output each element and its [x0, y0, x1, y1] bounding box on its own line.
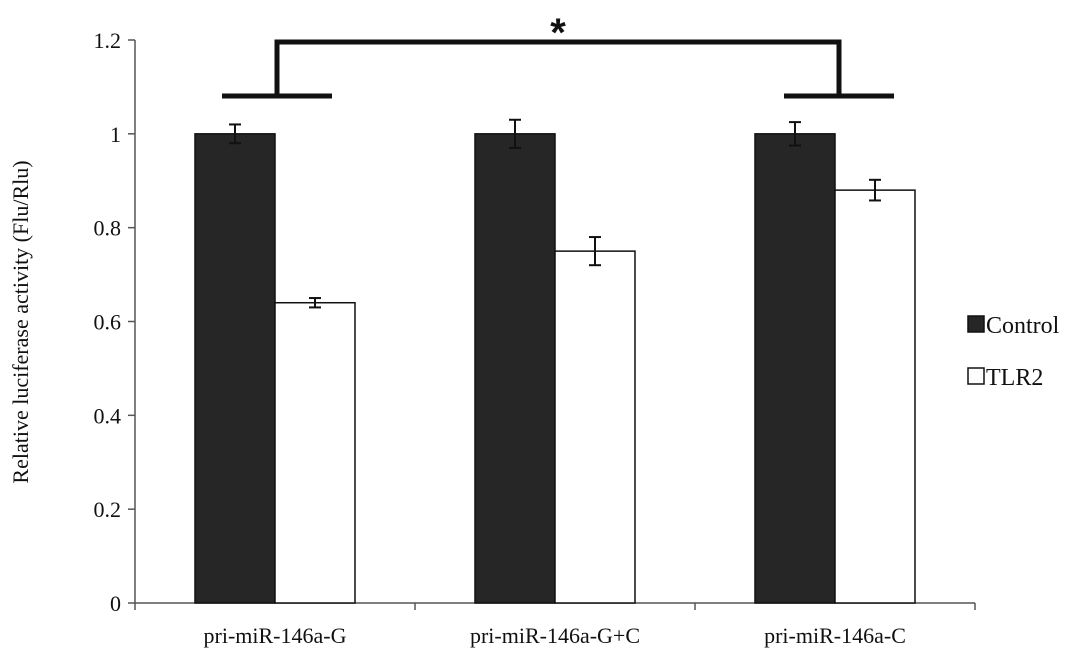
x-tick-label: pri-miR-146a-G+C: [470, 623, 640, 648]
y-tick-label: 1: [110, 122, 121, 147]
chart-axes: 0 0.2 0.4 0.6 0.8 1 1.2 pri-miR-146a-G pri-miR-1…: [94, 28, 976, 648]
bar-tlr2: [834, 189, 916, 604]
x-tick-label: pri-miR-146a-C: [764, 623, 906, 648]
significance-label: *: [550, 11, 566, 55]
error-bars: [229, 118, 881, 309]
legend-label-control: Control: [986, 313, 1060, 339]
y-tick-label: 0.4: [94, 403, 122, 428]
legend-label-tlr2: TLR2: [986, 365, 1043, 391]
chart-bars: [194, 133, 916, 604]
bracket-line: [274, 39, 842, 96]
legend-swatch-tlr2: [967, 367, 985, 385]
bar-control: [474, 133, 556, 604]
y-axis-label: Relative luciferase activity (Flu/Rlu): [8, 160, 33, 483]
chart-legend: Control TLR2: [967, 313, 1060, 391]
y-tick-label: 0.8: [94, 216, 122, 241]
y-tick-label: 0: [110, 591, 121, 616]
y-tick-label: 0.2: [94, 497, 122, 522]
y-tick-label: 0.6: [94, 310, 122, 335]
bar-tlr2: [274, 301, 356, 604]
bar-control: [754, 133, 836, 604]
y-tick-label: 1.2: [94, 28, 122, 53]
legend-swatch-control: [967, 315, 985, 333]
bar-tlr2: [554, 250, 636, 604]
x-tick-label: pri-miR-146a-G: [204, 623, 347, 648]
significance-bracket: *: [222, 11, 894, 99]
bar-control: [194, 133, 276, 604]
